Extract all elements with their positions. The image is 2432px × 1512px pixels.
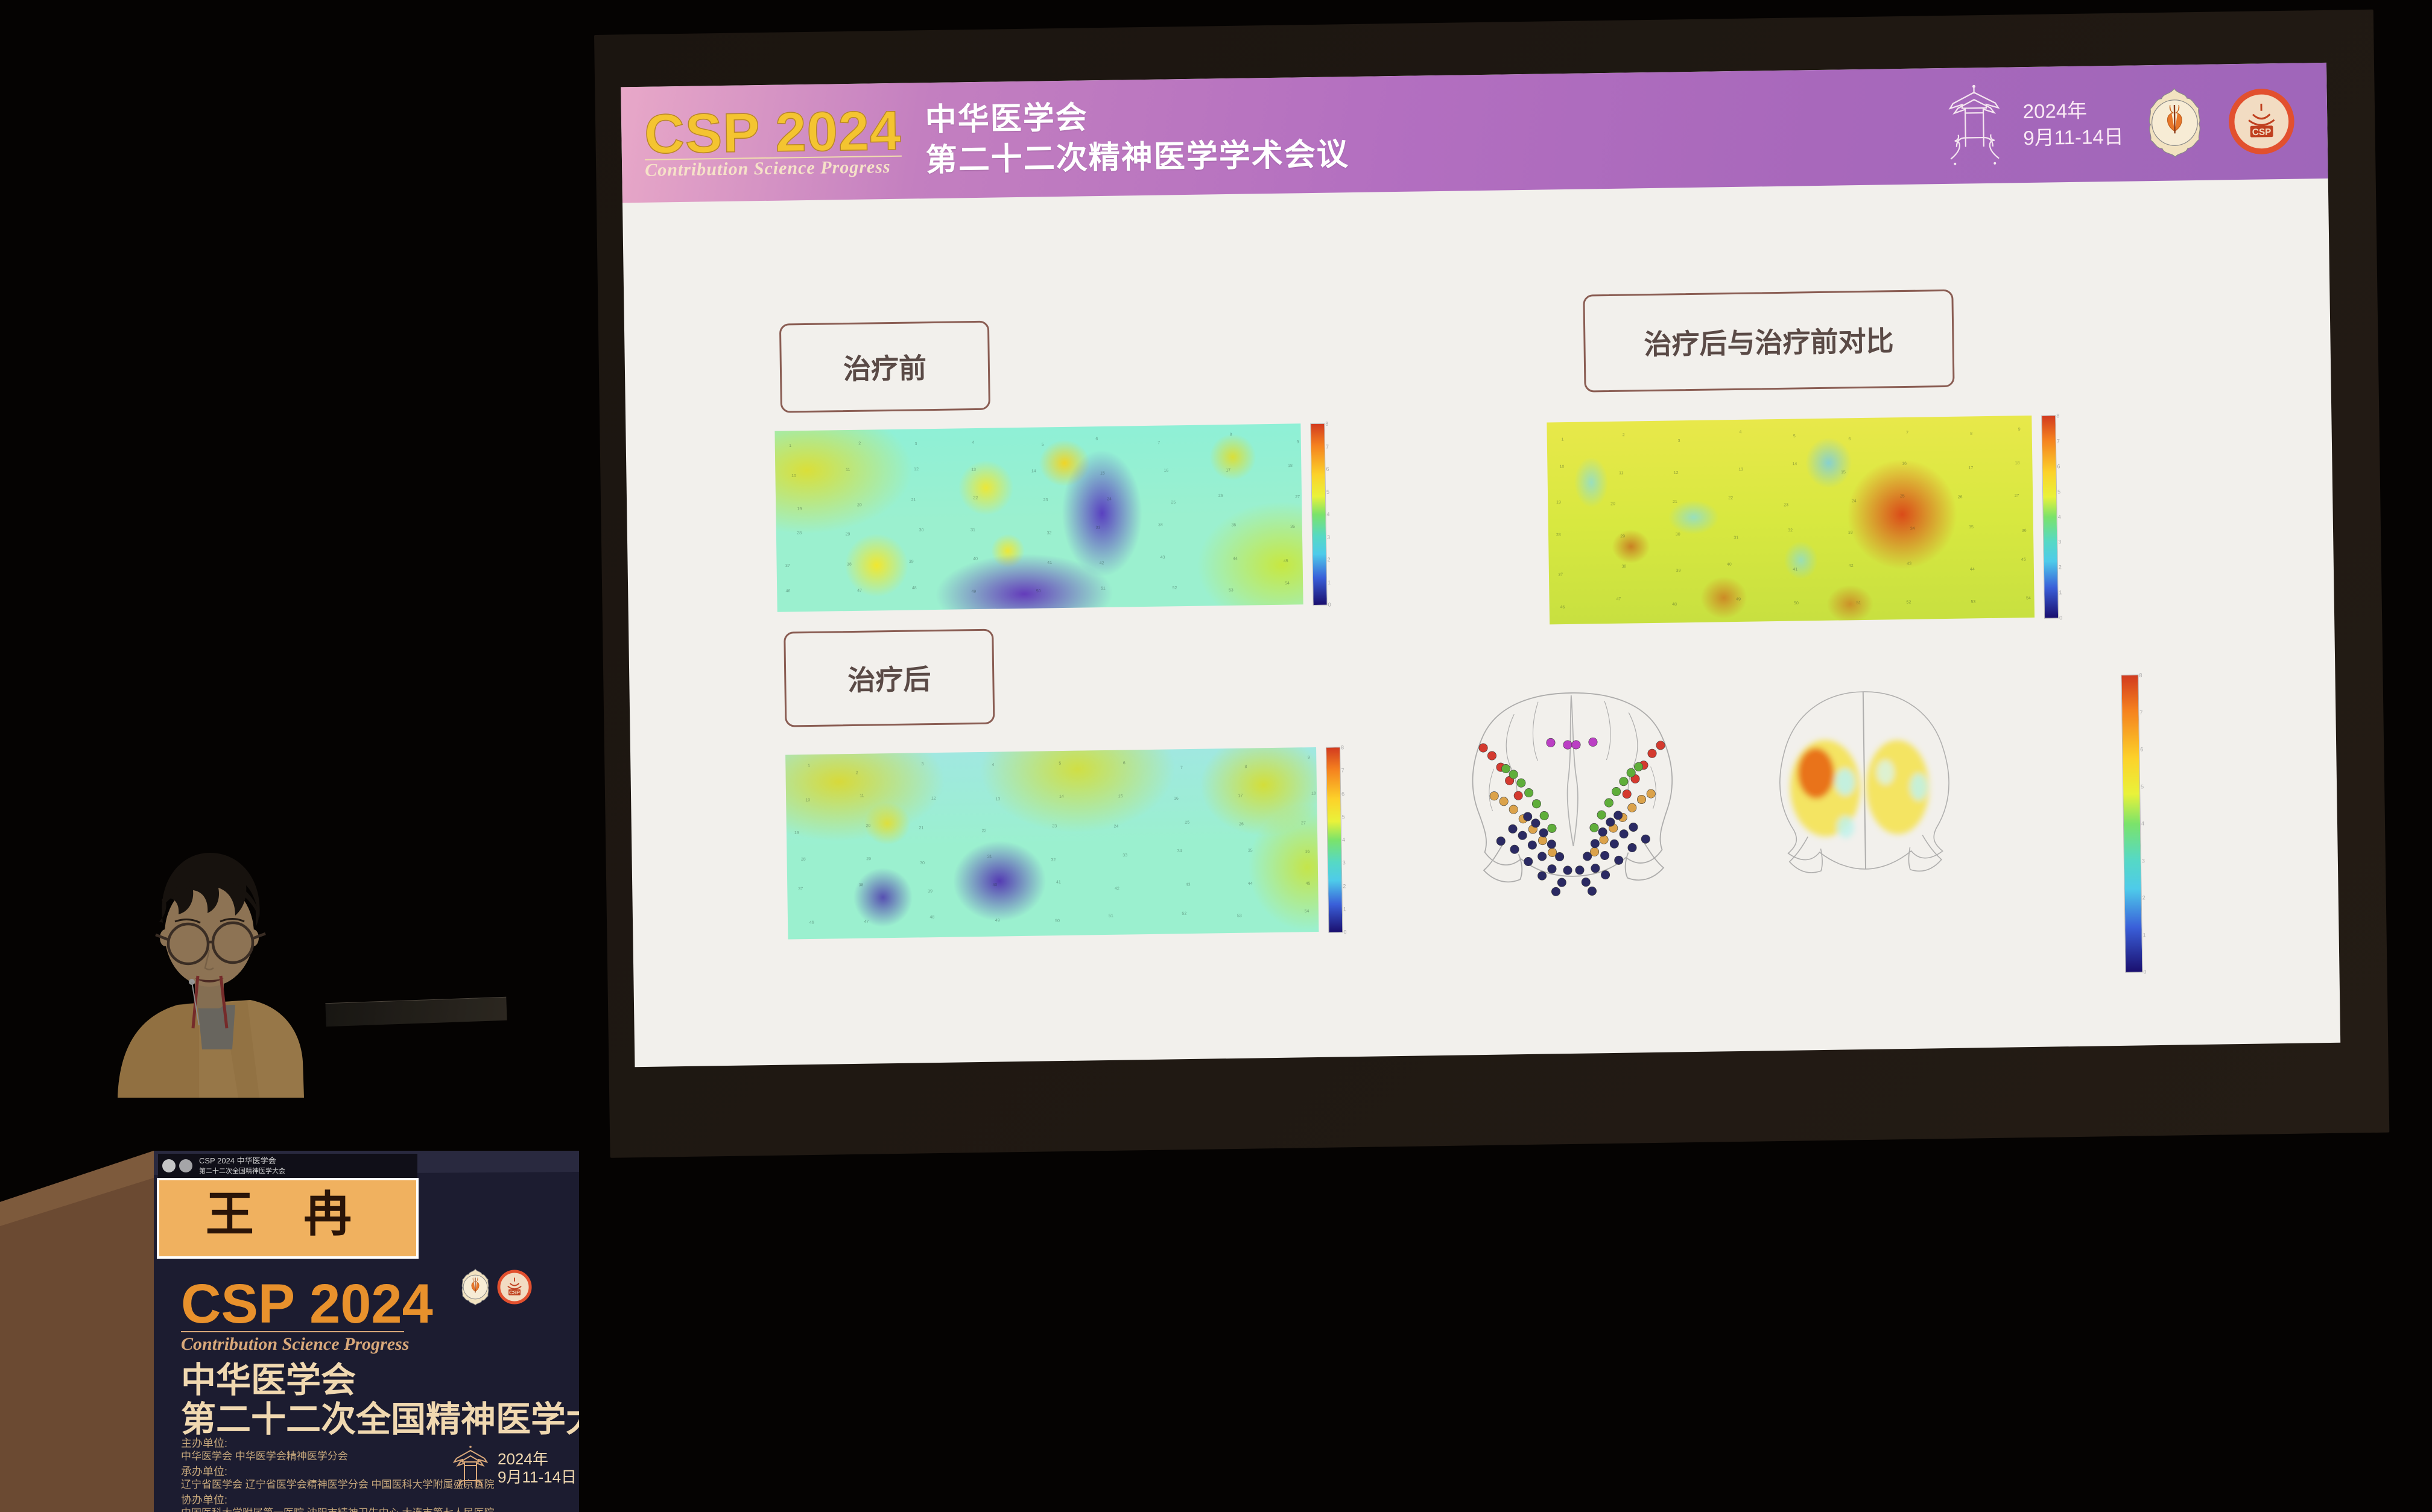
svg-text:第二十二次全国精神医学大会: 第二十二次全国精神医学大会	[199, 1166, 285, 1175]
svg-text:9月11-14日: 9月11-14日	[498, 1468, 577, 1486]
svg-text:承办单位:: 承办单位:	[181, 1466, 227, 1478]
svg-text:CSP: CSP	[2252, 127, 2272, 138]
svg-text:第二十二次全国精神医学大会: 第二十二次全国精神医学大会	[181, 1400, 579, 1439]
svg-text:中华医学会: 中华医学会	[181, 1361, 356, 1400]
svg-text:CSP: CSP	[509, 1289, 520, 1295]
svg-text:Contribution Science Progress: Contribution Science Progress	[181, 1334, 409, 1354]
svg-text:中国医科大学附属第一医院 沈阳市精神卫生中心 大连市第七: 中国医科大学附属第一医院 沈阳市精神卫生中心 大连市第七人民医院	[181, 1507, 494, 1512]
svg-text:王 冉: 王 冉	[206, 1188, 370, 1241]
svg-text:2024年: 2024年	[498, 1450, 548, 1468]
svg-text:CSP 2024: CSP 2024	[181, 1273, 433, 1335]
svg-text:协办单位:: 协办单位:	[181, 1494, 227, 1506]
svg-text:CSP 2024 中华医学会: CSP 2024 中华医学会	[199, 1156, 276, 1165]
svg-text:中华医学会 中华医学会精神医学分会: 中华医学会 中华医学会精神医学分会	[181, 1450, 348, 1462]
svg-text:辽宁省医学会 辽宁省医学会精神医学分会 中国医科大学附属: 辽宁省医学会 辽宁省医学会精神医学分会 中国医科大学附属盛京医院	[181, 1479, 494, 1490]
svg-text:主办单位:: 主办单位:	[181, 1437, 227, 1449]
